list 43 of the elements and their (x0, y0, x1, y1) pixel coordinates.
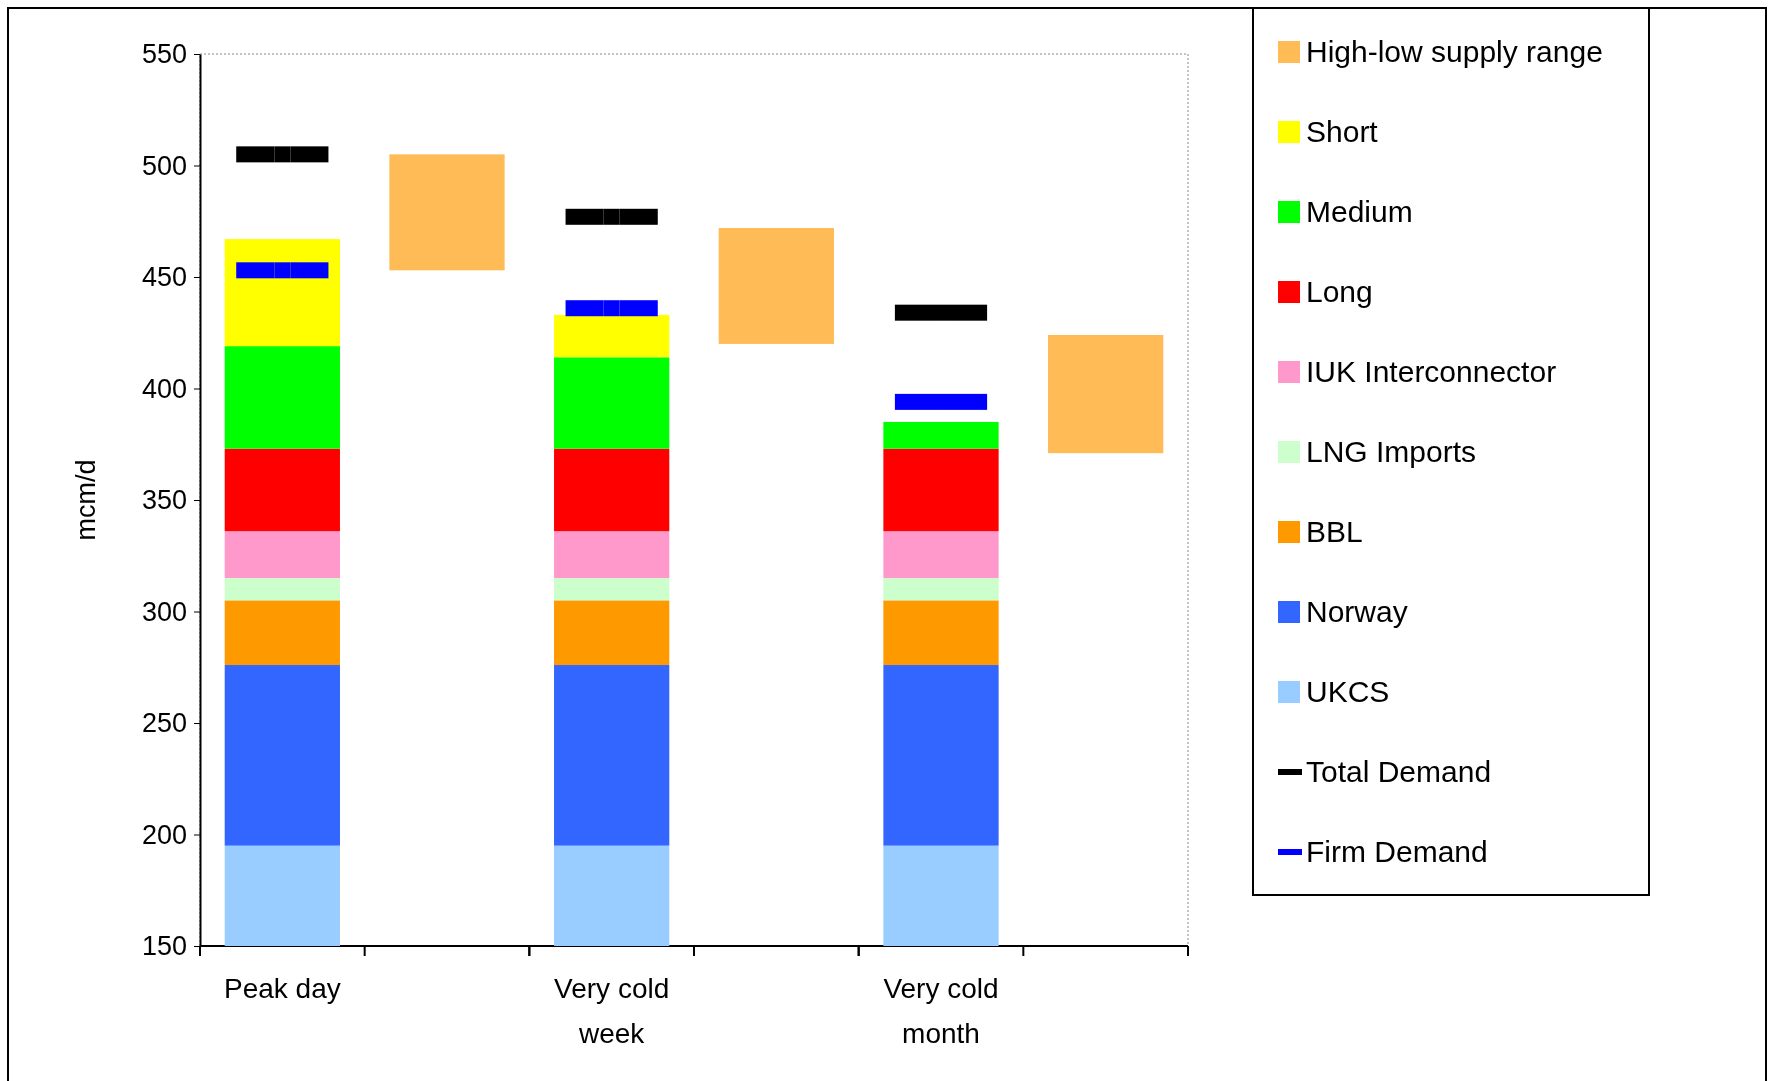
bar (554, 314, 670, 358)
bar (883, 531, 999, 579)
legend-label: Short (1306, 115, 1379, 148)
bar (554, 448, 670, 532)
legend-label: BBL (1306, 515, 1363, 548)
bar (718, 227, 834, 344)
y-tick-label: 250 (141, 708, 187, 739)
bar (224, 346, 340, 449)
x-tick-label: Very cold month (883, 973, 999, 1049)
bar (224, 600, 340, 666)
y-tick-label: 150 (141, 931, 187, 962)
y-tick-label: 300 (141, 596, 187, 627)
y-tick-label: 350 (141, 485, 187, 516)
bar (1048, 334, 1164, 454)
bar (883, 448, 999, 532)
bar (224, 578, 340, 601)
legend-label: Total Demand (1306, 755, 1492, 788)
y-tick-label: 200 (141, 819, 187, 850)
bar (224, 531, 340, 579)
bar (883, 578, 999, 601)
legend-label: LNG Imports (1306, 435, 1477, 468)
bar (224, 448, 340, 532)
bar (389, 154, 505, 271)
bar (883, 421, 999, 449)
y-tick-label: 400 (141, 373, 187, 404)
y-tick-label: 550 (141, 39, 187, 70)
y-tick-label: 450 (141, 262, 187, 293)
bar (554, 578, 670, 601)
legend-label: Norway (1306, 595, 1408, 628)
legend-label: IUK Interconnector (1306, 355, 1557, 388)
bar (554, 531, 670, 579)
x-tick-label: Very cold week (554, 973, 670, 1049)
legend-label: Long (1306, 275, 1373, 308)
legend-label: Medium (1306, 195, 1413, 228)
x-tick-label: Peak day (223, 973, 341, 1004)
bar (554, 600, 670, 666)
y-axis-title: mcm/d (71, 459, 101, 541)
legend-label: High-low supply range (1306, 35, 1603, 68)
bar (554, 357, 670, 449)
legend-label: UKCS (1306, 675, 1390, 708)
legend-label: Firm Demand (1306, 835, 1488, 868)
y-tick-label: 500 (141, 150, 187, 181)
bar (883, 600, 999, 666)
